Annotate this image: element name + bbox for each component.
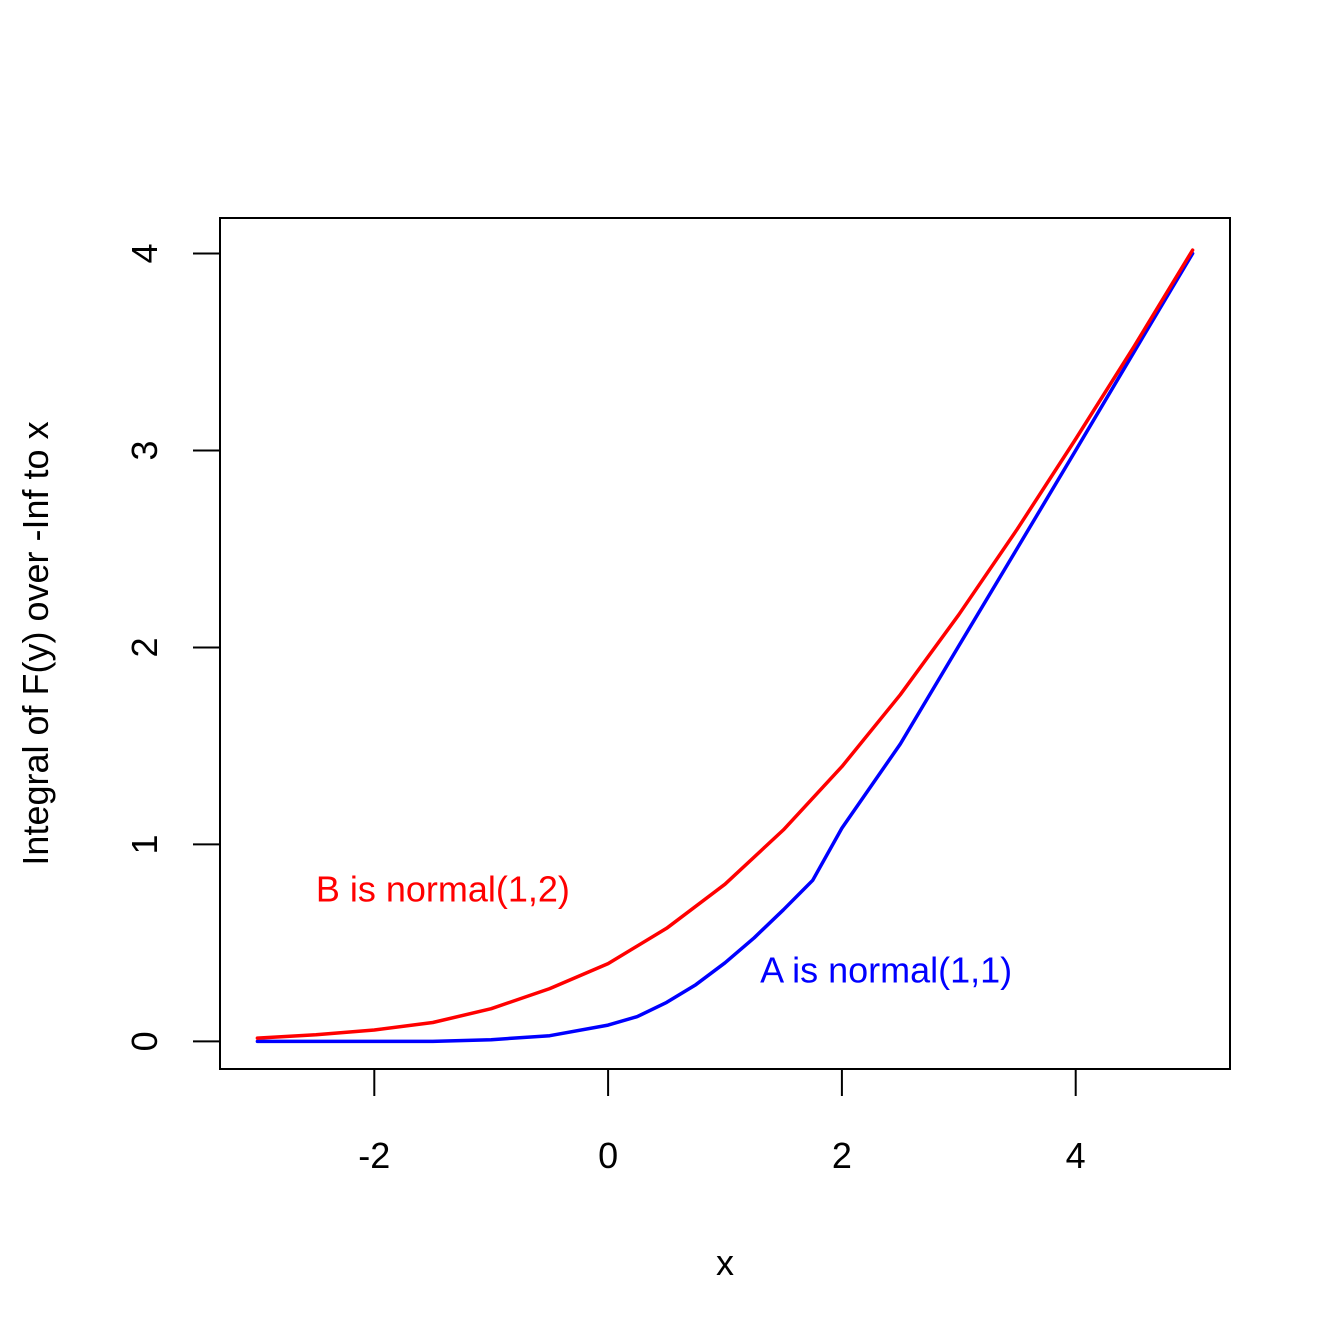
annotation-layer: B is normal(1,2) A is normal(1,1)	[316, 869, 1012, 991]
plot-frame	[219, 217, 1231, 1070]
x-tick-label: 2	[832, 1135, 852, 1176]
y-tick-label: 2	[124, 637, 165, 657]
y-tick-label: 0	[124, 1031, 165, 1051]
y-axis: 0 1 2 3 4	[124, 243, 221, 1051]
series-layer	[255, 248, 1195, 1044]
annotation-a: A is normal(1,1)	[760, 949, 1012, 990]
y-tick-label: 4	[124, 243, 165, 263]
x-tick-label: -2	[358, 1135, 390, 1176]
series-line-b	[255, 248, 1195, 1040]
x-axis-title: x	[716, 1242, 734, 1283]
annotation-b: B is normal(1,2)	[316, 869, 570, 910]
y-tick-label: 1	[124, 834, 165, 854]
x-tick-label: 4	[1066, 1135, 1086, 1176]
x-tick-label: 0	[598, 1135, 618, 1176]
x-axis: -2 0 2 4	[358, 1068, 1086, 1176]
series-line-a	[255, 251, 1195, 1044]
y-axis-title: Integral of F(y) over -Inf to x	[15, 421, 56, 865]
y-tick-label: 3	[124, 440, 165, 460]
